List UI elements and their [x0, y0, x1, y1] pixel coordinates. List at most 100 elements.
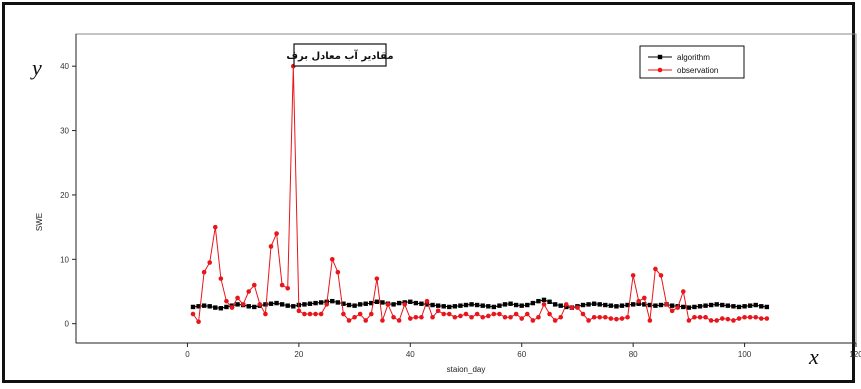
- observation-point: [653, 266, 658, 272]
- x-tick-label: 100: [738, 350, 752, 359]
- observation-point: [251, 282, 257, 288]
- algorithm-point: [625, 302, 630, 308]
- observation-point: [547, 311, 552, 317]
- algorithm-point: [341, 301, 346, 306]
- y-axis-letter: y: [30, 55, 42, 80]
- algorithm-point: [697, 304, 703, 309]
- algorithm-point: [218, 306, 224, 311]
- algorithm-point: [463, 302, 469, 308]
- algorithm-point: [190, 304, 196, 310]
- observation-point: [614, 316, 619, 322]
- series-group: [190, 63, 770, 325]
- algorithm-point: [435, 303, 441, 308]
- observation-point: [257, 302, 263, 307]
- algorithm-point: [363, 301, 368, 306]
- observation-point: [641, 295, 647, 301]
- observation-point: [675, 305, 681, 310]
- observation-point: [402, 302, 408, 307]
- observation-point: [357, 311, 363, 317]
- algorithm-point: [614, 304, 619, 309]
- observation-point: [513, 311, 519, 317]
- algorithm-point: [469, 302, 474, 307]
- observation-point: [541, 302, 547, 307]
- observation-point: [591, 314, 597, 320]
- observation-point: [212, 224, 218, 230]
- x-tick-label: 40: [406, 350, 415, 359]
- algorithm-point: [642, 302, 647, 307]
- observation-point: [246, 289, 252, 294]
- observation-point: [435, 308, 441, 314]
- algorithm-point: [480, 303, 485, 308]
- algorithm-legend-label: algorithm: [677, 53, 710, 62]
- algorithm-point: [452, 304, 458, 309]
- observation-point: [218, 276, 224, 281]
- algorithm-point: [307, 301, 313, 306]
- x-axis-label: staion_day: [447, 365, 486, 374]
- observation-point: [458, 313, 463, 319]
- algorithm-point: [330, 298, 335, 304]
- observation-point: [368, 311, 374, 317]
- observation-point: [296, 308, 302, 314]
- algorithm-point: [430, 302, 435, 308]
- observation-point: [575, 305, 580, 310]
- observation-legend-marker: [657, 67, 663, 73]
- observation-point: [363, 318, 369, 323]
- algorithm-point: [201, 303, 207, 308]
- observation-legend-label: observation: [677, 66, 718, 75]
- x-tick-label: 80: [629, 350, 638, 359]
- algorithm-point: [703, 303, 708, 308]
- algorithm-point: [647, 302, 653, 308]
- observation-point: [196, 319, 201, 325]
- observation-point: [491, 311, 497, 317]
- algorithm-point: [346, 302, 352, 308]
- algorithm-point: [374, 299, 380, 304]
- observation-point: [536, 314, 541, 320]
- algorithm-point: [441, 304, 446, 309]
- algorithm-point: [274, 300, 279, 306]
- observation-point: [747, 314, 753, 320]
- observation-point: [263, 311, 268, 317]
- algorithm-point: [486, 304, 491, 309]
- observation-point: [658, 273, 664, 278]
- algorithm-point: [720, 302, 725, 308]
- algorithm-point: [508, 301, 513, 306]
- observation-point: [736, 316, 742, 321]
- observation-point: [374, 276, 380, 281]
- observation-point: [229, 305, 235, 310]
- observation-point: [647, 318, 653, 323]
- observation-point: [385, 302, 391, 307]
- algorithm-point: [603, 302, 608, 308]
- observation-point: [731, 318, 736, 323]
- observation-point: [630, 273, 636, 278]
- algorithm-point: [530, 300, 536, 306]
- algorithm-point: [653, 303, 658, 308]
- algorithm-point: [447, 304, 452, 310]
- observation-point: [669, 308, 675, 314]
- observation-point: [463, 311, 469, 317]
- observation-point: [686, 318, 692, 323]
- y-tick-label: 20: [60, 191, 69, 200]
- algorithm-point: [302, 302, 307, 307]
- x-tick-label: 20: [294, 350, 303, 359]
- algorithm-point: [419, 301, 424, 306]
- observation-point: [235, 295, 240, 301]
- observation-point: [430, 314, 435, 320]
- observation-point: [497, 311, 502, 317]
- algorithm-point: [753, 302, 758, 308]
- observation-point: [619, 316, 625, 321]
- observation-point: [697, 314, 703, 320]
- algorithm-point: [268, 301, 274, 306]
- algorithm-point: [279, 302, 285, 307]
- algorithm-point: [497, 303, 502, 308]
- observation-point: [207, 260, 213, 265]
- algorithm-point: [318, 300, 324, 305]
- chart-title-box: مقادیر آب معادل برف: [286, 43, 394, 67]
- legend-border: [639, 45, 745, 79]
- algorithm-point: [692, 304, 697, 310]
- algorithm-point: [474, 302, 480, 308]
- observation-point: [725, 316, 731, 322]
- observation-line: [192, 66, 767, 324]
- algorithm-point: [391, 302, 396, 307]
- algorithm-point: [519, 303, 524, 308]
- algorithm-point: [458, 303, 463, 308]
